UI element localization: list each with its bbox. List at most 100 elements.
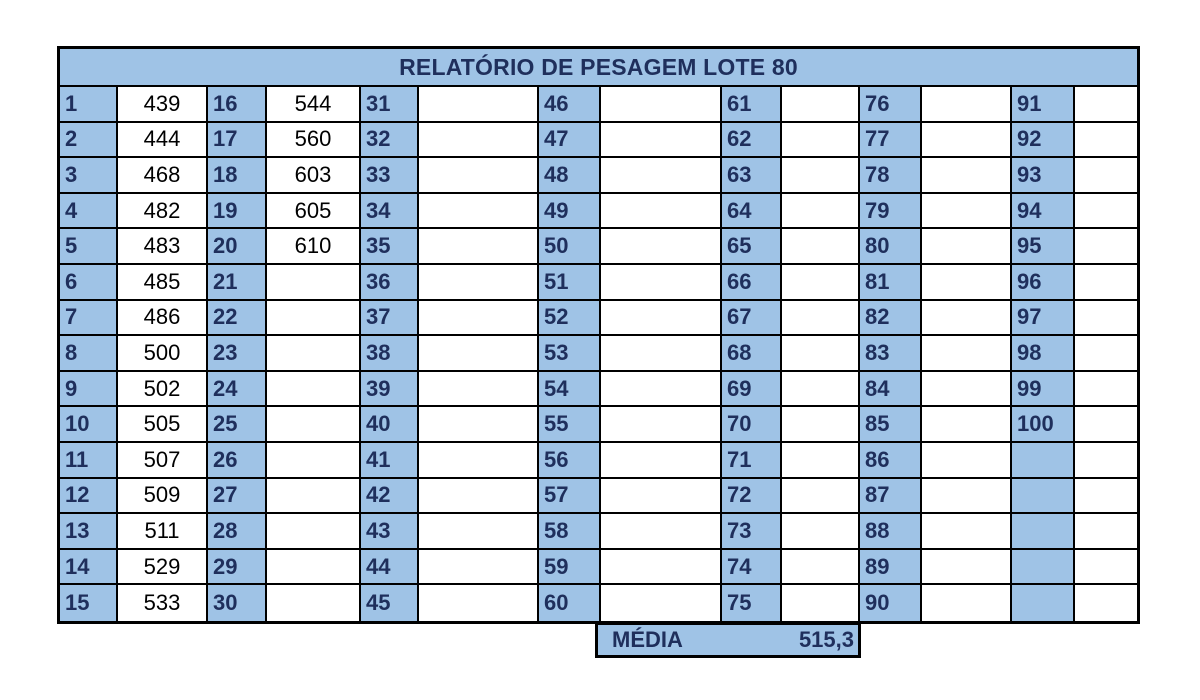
animal-number-cell: 66 xyxy=(722,264,782,301)
weight-value-cell: 483 xyxy=(118,229,208,265)
animal-number-cell: 39 xyxy=(361,371,419,408)
animal-number-cell: 13 xyxy=(60,514,118,550)
weight-value-cell xyxy=(1075,336,1137,372)
weight-value-cell xyxy=(922,407,1012,443)
weight-value-cell xyxy=(419,158,539,194)
animal-number-cell: 90 xyxy=(860,585,922,621)
weight-value-cell xyxy=(1075,122,1137,159)
weight-value-cell xyxy=(782,193,860,230)
animal-number-cell: 14 xyxy=(60,549,118,586)
animal-number-cell: 8 xyxy=(60,336,118,372)
weight-value-cell: 509 xyxy=(118,478,208,515)
animal-number-cell: 2 xyxy=(60,122,118,159)
animal-number-cell: 12 xyxy=(60,478,118,515)
animal-number-cell: 70 xyxy=(722,407,782,443)
animal-number-cell: 34 xyxy=(361,193,419,230)
animal-number-cell: 87 xyxy=(860,478,922,515)
weight-value-cell xyxy=(1075,407,1137,443)
weight-value-cell xyxy=(1075,158,1137,194)
weight-value-cell xyxy=(922,87,1012,123)
animal-number-cell: 86 xyxy=(860,442,922,479)
animal-number-cell: 40 xyxy=(361,407,419,443)
weight-value-cell: 482 xyxy=(118,193,208,230)
animal-number-cell: 81 xyxy=(860,264,922,301)
weight-value-cell xyxy=(1075,193,1137,230)
weights-grid: 1 439 16 544 31 46 61 76 91 2 444 17 560 32 47 62 77 92 3 4… xyxy=(60,87,1137,621)
weight-value-cell xyxy=(601,87,722,123)
animal-number-cell: 95 xyxy=(1012,229,1075,265)
animal-number-cell: 22 xyxy=(208,300,267,337)
weight-value-cell: 444 xyxy=(118,122,208,159)
weight-value-cell xyxy=(419,300,539,337)
weight-value-cell: 560 xyxy=(267,122,361,159)
weight-value-cell xyxy=(782,478,860,515)
animal-number-cell: 4 xyxy=(60,193,118,230)
animal-number-cell: 75 xyxy=(722,585,782,621)
weight-value-cell: 533 xyxy=(118,585,208,621)
animal-number-cell: 10 xyxy=(60,407,118,443)
animal-number-cell: 58 xyxy=(539,514,601,550)
weight-value-cell xyxy=(267,336,361,372)
weight-value-cell: 485 xyxy=(118,264,208,301)
weight-value-cell xyxy=(267,371,361,408)
animal-number-cell: 64 xyxy=(722,193,782,230)
animal-number-cell: 25 xyxy=(208,407,267,443)
weight-value-cell xyxy=(922,264,1012,301)
animal-number-cell: 37 xyxy=(361,300,419,337)
weight-value-cell xyxy=(601,478,722,515)
animal-number-cell: 28 xyxy=(208,514,267,550)
animal-number-cell: 100 xyxy=(1012,407,1075,443)
animal-number-cell: 74 xyxy=(722,549,782,586)
weight-value-cell xyxy=(419,336,539,372)
animal-number-cell: 23 xyxy=(208,336,267,372)
weight-value-cell xyxy=(1075,442,1137,479)
weight-value-cell xyxy=(922,442,1012,479)
weight-value-cell xyxy=(922,585,1012,621)
animal-number-cell: 31 xyxy=(361,87,419,123)
weight-value-cell xyxy=(922,193,1012,230)
animal-number-cell: 79 xyxy=(860,193,922,230)
animal-number-cell: 89 xyxy=(860,549,922,586)
animal-number-cell: 7 xyxy=(60,300,118,337)
animal-number-cell: 45 xyxy=(361,585,419,621)
animal-number-cell: 47 xyxy=(539,122,601,159)
weight-value-cell: 610 xyxy=(267,229,361,265)
weight-value-cell xyxy=(922,514,1012,550)
animal-number-cell: 63 xyxy=(722,158,782,194)
weight-value-cell xyxy=(601,442,722,479)
weight-value-cell: 502 xyxy=(118,371,208,408)
animal-number-cell xyxy=(1012,442,1075,479)
weight-value-cell xyxy=(1075,371,1137,408)
animal-number-cell: 9 xyxy=(60,371,118,408)
weight-value-cell xyxy=(601,585,722,621)
animal-number-cell: 50 xyxy=(539,229,601,265)
animal-number-cell: 85 xyxy=(860,407,922,443)
weight-value-cell: 603 xyxy=(267,158,361,194)
weight-value-cell xyxy=(601,264,722,301)
weight-value-cell xyxy=(419,193,539,230)
weight-value-cell xyxy=(419,407,539,443)
animal-number-cell: 15 xyxy=(60,585,118,621)
weight-value-cell xyxy=(267,514,361,550)
weight-value-cell xyxy=(419,549,539,586)
weight-value-cell xyxy=(782,514,860,550)
animal-number-cell: 83 xyxy=(860,336,922,372)
animal-number-cell: 35 xyxy=(361,229,419,265)
weight-value-cell xyxy=(601,193,722,230)
weight-value-cell xyxy=(419,585,539,621)
animal-number-cell: 26 xyxy=(208,442,267,479)
weight-value-cell xyxy=(782,229,860,265)
animal-number-cell: 24 xyxy=(208,371,267,408)
weight-value-cell xyxy=(922,122,1012,159)
animal-number-cell: 91 xyxy=(1012,87,1075,123)
animal-number-cell: 93 xyxy=(1012,158,1075,194)
animal-number-cell: 57 xyxy=(539,478,601,515)
weight-value-cell: 500 xyxy=(118,336,208,372)
weight-value-cell xyxy=(419,478,539,515)
weight-value-cell: 505 xyxy=(118,407,208,443)
weight-value-cell xyxy=(1075,585,1137,621)
weight-value-cell: 439 xyxy=(118,87,208,123)
average-value: 515,3 xyxy=(798,627,854,652)
weight-value-cell xyxy=(267,549,361,586)
animal-number-cell: 21 xyxy=(208,264,267,301)
